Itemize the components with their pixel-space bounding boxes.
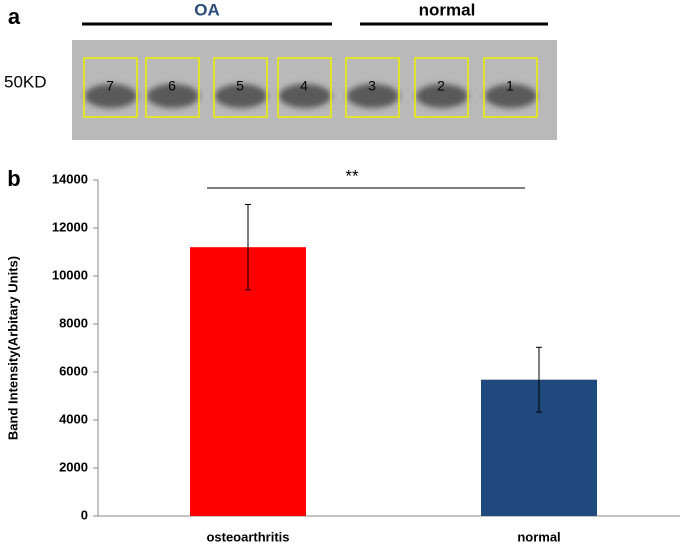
- lane-box: [83, 57, 138, 118]
- lane-box: [483, 57, 538, 118]
- band: [147, 84, 199, 108]
- lane-number: 6: [168, 78, 176, 94]
- lane-number: 4: [300, 78, 308, 94]
- x-tick-label: osteoarthritis: [206, 529, 289, 544]
- significance-label: **: [345, 166, 359, 185]
- band: [215, 84, 267, 108]
- y-tick-label: 8000: [59, 315, 88, 330]
- group-label: OA: [194, 0, 220, 19]
- y-tick-label: 4000: [59, 411, 88, 426]
- y-tick-label: 10000: [52, 267, 88, 282]
- lane-box: [345, 57, 400, 118]
- lane-box: [213, 57, 268, 118]
- band: [279, 84, 331, 108]
- lane-box: [145, 57, 200, 118]
- lane-number: 7: [106, 78, 114, 94]
- lane-number: 3: [368, 78, 376, 94]
- y-tick-label: 2000: [59, 459, 88, 474]
- band: [485, 84, 537, 108]
- band: [416, 84, 468, 108]
- panel-label: b: [7, 166, 20, 191]
- panel-label: a: [8, 4, 21, 29]
- band: [347, 84, 399, 108]
- lane-box: [277, 57, 332, 118]
- x-tick-label: normal: [517, 529, 560, 544]
- y-tick-label: 6000: [59, 363, 88, 378]
- marker-label: 50KD: [4, 72, 47, 91]
- y-tick-label: 14000: [52, 171, 88, 186]
- lane-number: 1: [506, 78, 514, 94]
- lane-number: 2: [437, 78, 445, 94]
- band: [85, 84, 137, 108]
- y-axis-label: Band Intensity(Arbitary Units): [5, 256, 20, 440]
- lane-box: [414, 57, 469, 118]
- group-label: normal: [419, 0, 476, 19]
- y-tick-label: 12000: [52, 219, 88, 234]
- y-tick-label: 0: [81, 507, 88, 522]
- bar: [190, 247, 306, 516]
- lane-number: 5: [236, 78, 244, 94]
